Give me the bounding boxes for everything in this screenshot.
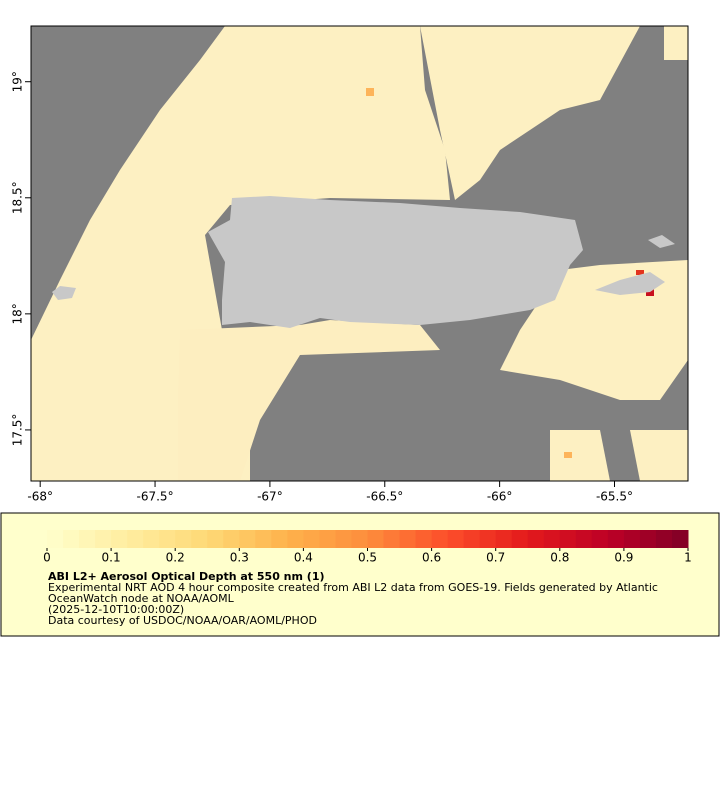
colorbar-tick-label: 0.3 — [230, 551, 249, 565]
colorbar-segment — [367, 530, 385, 548]
colorbar-segment — [671, 530, 689, 548]
aod-cell — [564, 452, 572, 458]
aod-cell — [636, 270, 644, 275]
colorbar-segment — [543, 530, 561, 548]
colorbar-segment — [399, 530, 417, 548]
colorbar-segment — [95, 530, 112, 548]
colorbar-segment — [127, 530, 144, 548]
colorbar-segment — [639, 530, 657, 548]
colorbar-segment — [175, 530, 192, 548]
colorbar-segment — [415, 530, 433, 548]
colorbar-segment — [319, 530, 336, 548]
colorbar-segment — [383, 530, 401, 548]
aod-region — [420, 26, 640, 200]
colorbar-segment — [351, 530, 368, 548]
aod-cell — [366, 88, 374, 96]
colorbar-tick-label: 0.4 — [294, 551, 313, 565]
x-tick-label: -65.5° — [596, 490, 633, 504]
x-tick-label: -67.5° — [137, 490, 174, 504]
colorbar-tick-label: 0.7 — [486, 551, 505, 565]
aod-region — [31, 26, 450, 481]
land — [208, 196, 583, 328]
land — [595, 272, 665, 295]
x-tick-label: -66° — [487, 490, 513, 504]
y-tick-label: 17.5° — [11, 414, 25, 447]
land — [52, 286, 76, 300]
colorbar-segment — [335, 530, 352, 548]
colorbar-segment — [527, 530, 545, 548]
aod-region — [630, 430, 688, 481]
colorbar-segment — [63, 530, 80, 548]
colorbar-segment — [287, 530, 304, 548]
land — [648, 235, 675, 248]
colorbar-segment — [47, 530, 64, 548]
caption-line: OceanWatch node at NOAA/AOML — [48, 592, 235, 605]
colorbar-segment — [479, 530, 497, 548]
colorbar-segment — [575, 530, 593, 548]
colorbar-segment — [271, 530, 288, 548]
colorbar-tick-label: 0.9 — [614, 551, 633, 565]
aod-region — [664, 26, 688, 60]
colorbar-segment — [591, 530, 609, 548]
colorbar-segment — [111, 530, 128, 548]
colorbar-segment — [495, 530, 513, 548]
caption-title: ABI L2+ Aerosol Optical Depth at 550 nm … — [48, 570, 325, 583]
caption-line: Data courtesy of USDOC/NOAA/OAR/AOML/PHO… — [48, 614, 317, 627]
colorbar-segment — [191, 530, 208, 548]
colorbar-segment — [655, 530, 673, 548]
aod-region — [550, 430, 610, 481]
colorbar-segment — [143, 530, 160, 548]
y-tick-label: 18° — [11, 303, 25, 324]
y-tick-label: 19° — [11, 71, 25, 92]
colorbar-tick-label: 0.5 — [358, 551, 377, 565]
colorbar-segment — [207, 530, 224, 548]
x-tick-label: -66.5° — [366, 490, 403, 504]
colorbar-tick-label: 0.8 — [550, 551, 569, 565]
colorbar-segment — [159, 530, 176, 548]
aod-region — [178, 320, 440, 481]
map-frame — [30, 25, 689, 482]
colorbar-segment — [255, 530, 272, 548]
caption-line: Experimental NRT AOD 4 hour composite cr… — [48, 581, 658, 594]
colorbar-tick-label: 0.2 — [166, 551, 185, 565]
colorbar-segment — [559, 530, 577, 548]
y-tick-label: 18.5° — [11, 181, 25, 214]
x-tick-label: -68° — [27, 490, 53, 504]
colorbar-tick-label: 1 — [684, 551, 692, 565]
colorbar-segment — [447, 530, 465, 548]
colorbar-segment — [303, 530, 320, 548]
x-tick-label: -67° — [257, 490, 283, 504]
colorbar-segment — [431, 530, 449, 548]
colorbar-segment — [239, 530, 256, 548]
colorbar-segment — [463, 530, 481, 548]
colorbar-tick-label: 0 — [43, 551, 51, 565]
colorbar-tick-label: 0.6 — [422, 551, 441, 565]
colorbar-segment — [511, 530, 529, 548]
colorbar-tick-label: 0.1 — [102, 551, 121, 565]
colorbar-segment — [623, 530, 641, 548]
colorbar-segment — [79, 530, 96, 548]
colorbar-segment — [607, 530, 625, 548]
caption-line: (2025-12-10T10:00:00Z) — [48, 603, 184, 616]
map — [30, 25, 689, 482]
colorbar-segment — [223, 530, 240, 548]
